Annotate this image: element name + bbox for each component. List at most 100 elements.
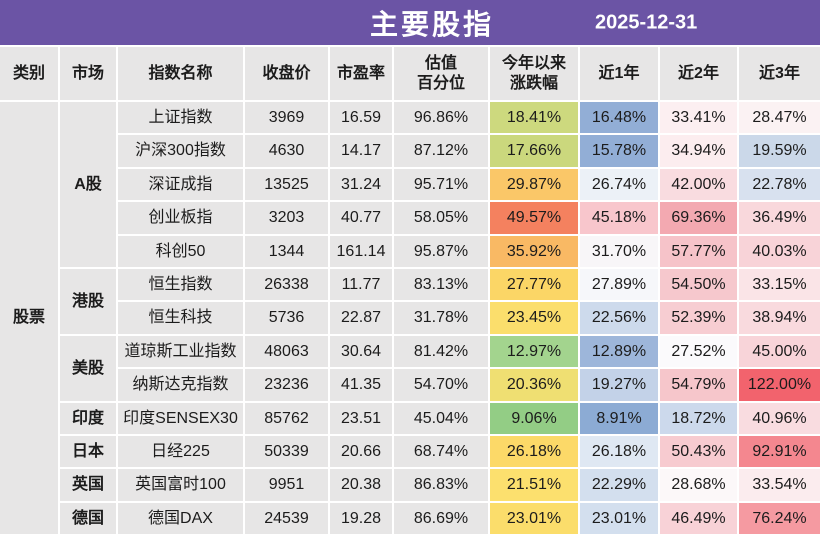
market-cell: 德国	[60, 502, 116, 534]
cell-2y-return: 28.68%	[660, 469, 737, 501]
cell-ytd-change: 17.66%	[490, 135, 578, 167]
cell-close-price: 26338	[245, 268, 328, 301]
cell-ytd-change: 23.01%	[490, 502, 578, 534]
cell-1y-return: 23.01%	[580, 502, 658, 534]
cell-3y-return: 19.59%	[739, 135, 820, 167]
cell-3y-return: 33.54%	[739, 469, 820, 501]
cell-close-price: 1344	[245, 235, 328, 267]
cell-3y-return: 33.15%	[739, 268, 820, 301]
col-header-2y-return: 近2年	[660, 47, 737, 100]
cell-index-name: 英国富时100	[118, 469, 243, 501]
cell-pe-ratio: 14.17	[330, 135, 392, 167]
cell-index-name: 科创50	[118, 235, 243, 267]
cell-2y-return: 54.50%	[660, 268, 737, 301]
col-header-valuation-percentile: 估值 百分位	[394, 47, 488, 100]
cell-ytd-change: 49.57%	[490, 202, 578, 234]
cell-2y-return: 52.39%	[660, 302, 737, 334]
cell-3y-return: 45.00%	[739, 335, 820, 368]
cell-ytd-change: 27.77%	[490, 268, 578, 301]
cell-index-name: 道琼斯工业指数	[118, 335, 243, 368]
col-header-pe-ratio: 市盈率	[330, 47, 392, 100]
col-header-index-name: 指数名称	[118, 47, 243, 100]
cell-pe-ratio: 20.66	[330, 435, 392, 468]
cell-valuation-percentile: 86.69%	[394, 502, 488, 534]
cell-2y-return: 50.43%	[660, 435, 737, 468]
cell-1y-return: 15.78%	[580, 135, 658, 167]
cell-1y-return: 31.70%	[580, 235, 658, 267]
cell-pe-ratio: 30.64	[330, 335, 392, 368]
cell-close-price: 50339	[245, 435, 328, 468]
cell-pe-ratio: 23.51	[330, 402, 392, 434]
cell-valuation-percentile: 31.78%	[394, 302, 488, 334]
cell-valuation-percentile: 54.70%	[394, 369, 488, 401]
cell-pe-ratio: 19.28	[330, 502, 392, 534]
market-cell: 日本	[60, 435, 116, 468]
cell-1y-return: 26.18%	[580, 435, 658, 468]
cell-ytd-change: 21.51%	[490, 469, 578, 501]
cell-index-name: 恒生指数	[118, 268, 243, 301]
col-header-close-price: 收盘价	[245, 47, 328, 100]
cell-valuation-percentile: 68.74%	[394, 435, 488, 468]
cell-close-price: 24539	[245, 502, 328, 534]
cell-pe-ratio: 41.35	[330, 369, 392, 401]
cell-index-name: 沪深300指数	[118, 135, 243, 167]
cell-pe-ratio: 22.87	[330, 302, 392, 334]
cell-2y-return: 27.52%	[660, 335, 737, 368]
cell-close-price: 3203	[245, 202, 328, 234]
cell-valuation-percentile: 87.12%	[394, 135, 488, 167]
cell-valuation-percentile: 58.05%	[394, 202, 488, 234]
cell-ytd-change: 9.06%	[490, 402, 578, 434]
cell-close-price: 3969	[245, 102, 328, 134]
cell-3y-return: 36.49%	[739, 202, 820, 234]
cell-close-price: 48063	[245, 335, 328, 368]
cell-3y-return: 122.00%	[739, 369, 820, 401]
cell-valuation-percentile: 95.87%	[394, 235, 488, 267]
report-date: 2025-12-31	[595, 11, 698, 33]
cell-1y-return: 22.56%	[580, 302, 658, 334]
cell-valuation-percentile: 83.13%	[394, 268, 488, 301]
cell-close-price: 5736	[245, 302, 328, 334]
indices-table: 类别 市场 指数名称 收盘价 市盈率 估值 百分位 今年以来 涨跌幅 近1年 近2年 近3年 股票 A…	[0, 45, 820, 534]
cell-3y-return: 28.47%	[739, 102, 820, 134]
cell-ytd-change: 12.97%	[490, 335, 578, 368]
cell-valuation-percentile: 96.86%	[394, 102, 488, 134]
cell-2y-return: 33.41%	[660, 102, 737, 134]
cell-index-name: 创业板指	[118, 202, 243, 234]
cell-3y-return: 76.24%	[739, 502, 820, 534]
col-header-market: 市场	[60, 47, 116, 100]
cell-ytd-change: 18.41%	[490, 102, 578, 134]
cell-ytd-change: 35.92%	[490, 235, 578, 267]
cell-index-name: 深证成指	[118, 168, 243, 201]
cell-3y-return: 38.94%	[739, 302, 820, 334]
cell-3y-return: 40.03%	[739, 235, 820, 267]
cell-close-price: 13525	[245, 168, 328, 201]
market-cell: 印度	[60, 402, 116, 434]
col-header-3y-return: 近3年	[739, 47, 820, 100]
title-bar: 主要股指 2025-12-31	[0, 0, 820, 45]
cell-1y-return: 45.18%	[580, 202, 658, 234]
cell-2y-return: 69.36%	[660, 202, 737, 234]
cell-3y-return: 92.91%	[739, 435, 820, 468]
cell-index-name: 日经225	[118, 435, 243, 468]
category-cell: 股票	[0, 102, 58, 534]
cell-valuation-percentile: 95.71%	[394, 168, 488, 201]
page-title: 主要股指	[369, 8, 495, 40]
cell-valuation-percentile: 45.04%	[394, 402, 488, 434]
col-header-1y-return: 近1年	[580, 47, 658, 100]
market-cell: A股	[60, 102, 116, 267]
cell-index-name: 上证指数	[118, 102, 243, 134]
cell-ytd-change: 29.87%	[490, 168, 578, 201]
cell-ytd-change: 23.45%	[490, 302, 578, 334]
cell-pe-ratio: 161.14	[330, 235, 392, 267]
cell-pe-ratio: 11.77	[330, 268, 392, 301]
cell-index-name: 恒生科技	[118, 302, 243, 334]
cell-pe-ratio: 20.38	[330, 469, 392, 501]
cell-close-price: 23236	[245, 369, 328, 401]
cell-1y-return: 26.74%	[580, 168, 658, 201]
cell-1y-return: 12.89%	[580, 335, 658, 368]
cell-2y-return: 34.94%	[660, 135, 737, 167]
cell-1y-return: 19.27%	[580, 369, 658, 401]
cell-pe-ratio: 40.77	[330, 202, 392, 234]
cell-3y-return: 40.96%	[739, 402, 820, 434]
cell-ytd-change: 26.18%	[490, 435, 578, 468]
